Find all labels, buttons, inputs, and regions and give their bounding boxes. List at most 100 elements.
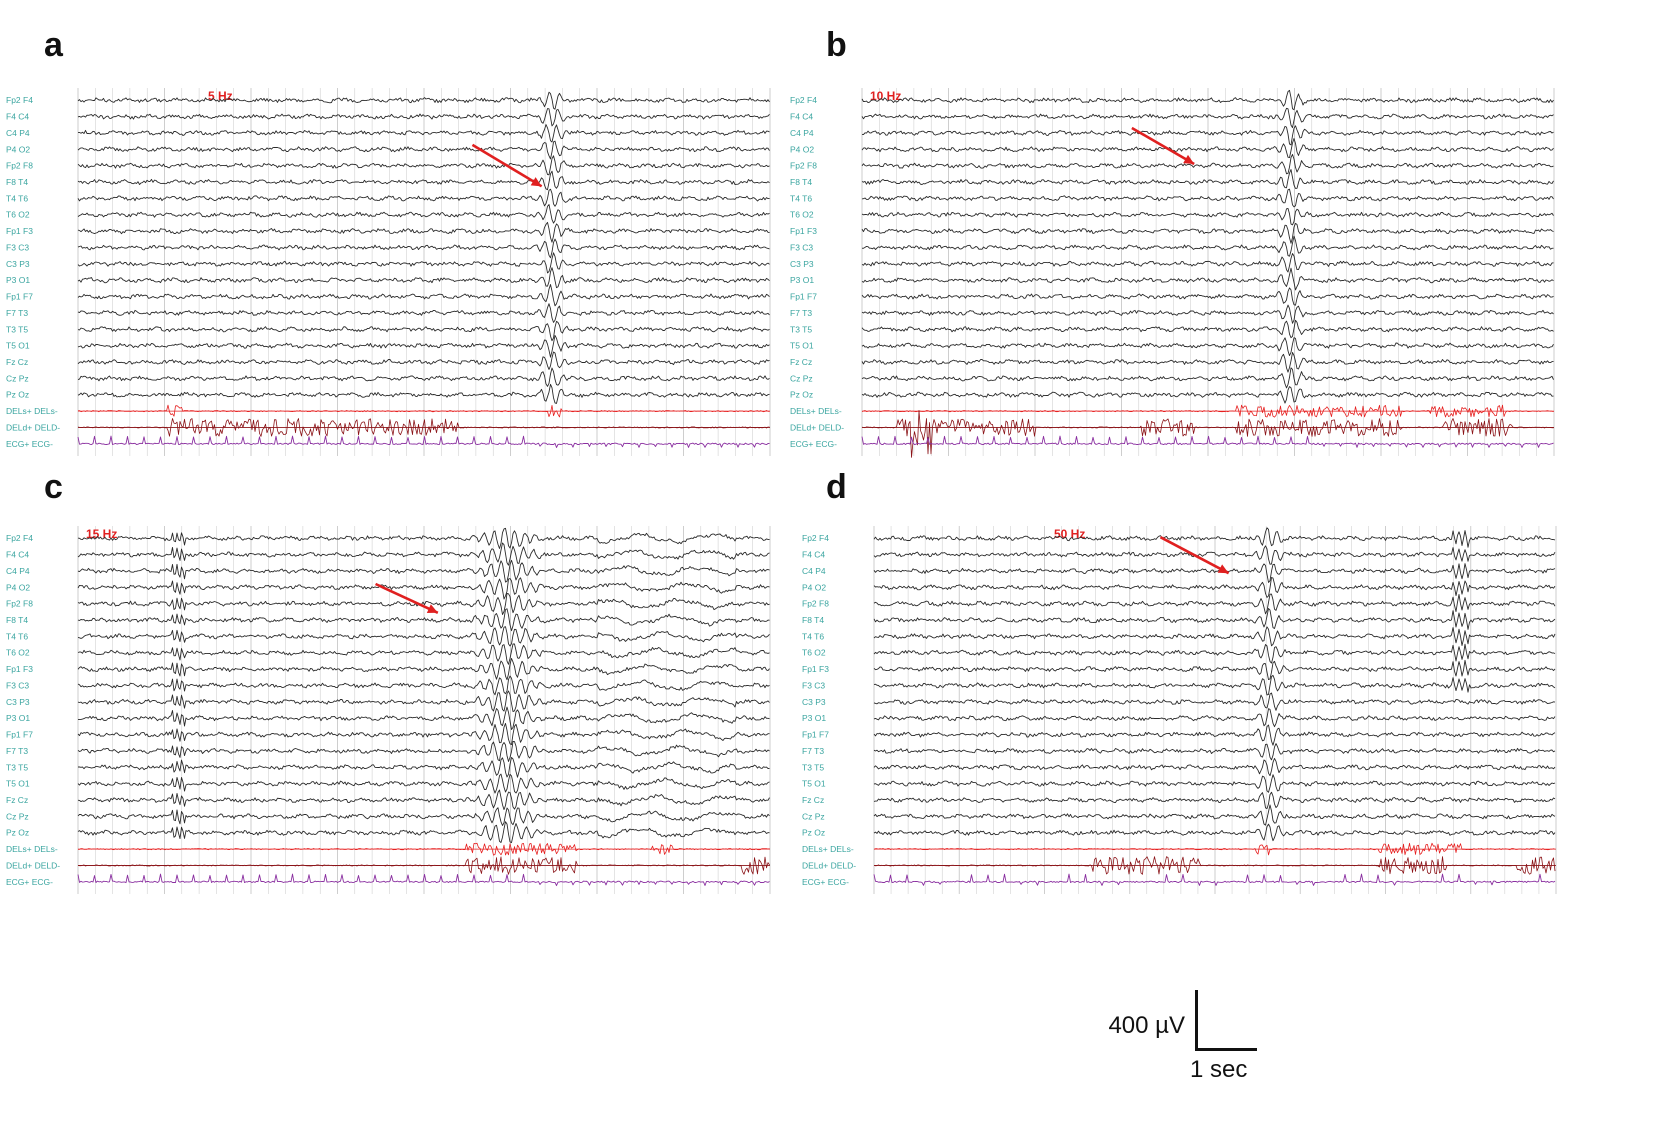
stim-frequency-label: 5 Hz <box>208 89 233 103</box>
eeg-trace <box>77 789 770 811</box>
channel-label: F7 T3 <box>6 746 28 756</box>
channel-label: DELs+ DELs- <box>802 844 854 854</box>
time-grid <box>861 88 1555 456</box>
eeg-trace <box>873 608 1556 630</box>
channel-label: C4 P4 <box>6 566 30 576</box>
channel-label: F3 C3 <box>6 680 29 690</box>
channel-label: Fz Cz <box>6 795 28 805</box>
eeg-trace <box>861 207 1554 226</box>
eeg-trace <box>861 107 1554 129</box>
eeg-trace <box>78 124 770 143</box>
eeg-trace <box>873 593 1556 615</box>
eeg-trace <box>873 692 1556 711</box>
eeg-trace <box>861 435 1554 448</box>
channel-label: Pz Oz <box>790 390 813 400</box>
eeg-trace <box>861 386 1554 404</box>
channel-label: Fp2 F4 <box>802 533 829 543</box>
channel-label: F8 T4 <box>6 615 28 625</box>
eeg-trace <box>77 284 770 307</box>
channel-label: Fp1 F7 <box>790 292 817 302</box>
channel-label: ECG+ ECG- <box>790 439 837 449</box>
eeg-trace <box>861 367 1554 389</box>
channel-label: ECG+ ECG- <box>6 439 53 449</box>
channel-label: DELd+ DELD- <box>802 860 856 870</box>
eeg-trace <box>873 842 1556 856</box>
eeg-trace <box>77 91 770 110</box>
channel-label: DELd+ DELD- <box>6 860 60 870</box>
channel-label: C3 P3 <box>802 697 826 707</box>
channel-label: Fz Cz <box>6 357 28 367</box>
eeg-trace <box>873 804 1556 826</box>
channel-label: Fp1 F7 <box>802 730 829 740</box>
eeg-trace <box>861 222 1554 244</box>
channel-label: F8 T4 <box>790 177 812 187</box>
channel-label: ECG+ ECG- <box>802 877 849 887</box>
channel-label: T5 O1 <box>790 341 814 351</box>
eeg-trace <box>77 527 770 549</box>
channel-label: DELs+ DELs- <box>790 406 842 416</box>
eeg-trace <box>873 873 1556 886</box>
eeg-trace <box>861 304 1554 324</box>
channel-label: P3 O1 <box>802 713 826 723</box>
channel-label: Fp2 F4 <box>6 533 33 543</box>
channel-label: F7 T3 <box>802 746 824 756</box>
channel-label: T4 T6 <box>6 193 28 203</box>
eeg-trace <box>861 319 1554 339</box>
channel-label: P4 O2 <box>802 582 826 592</box>
eeg-trace <box>77 108 770 127</box>
channel-label: T3 T5 <box>790 324 812 334</box>
eeg-trace <box>77 351 770 370</box>
channel-label: F4 C4 <box>790 112 813 122</box>
eeg-trace <box>77 334 770 358</box>
eeg-trace <box>873 791 1556 810</box>
channel-label: T3 T5 <box>802 762 824 772</box>
channel-label: ECG+ ECG- <box>6 877 53 887</box>
stim-frequency-label: 10 Hz <box>870 89 901 103</box>
eeg-trace <box>861 169 1554 189</box>
eeg-trace <box>77 643 770 665</box>
channel-label: Pz Oz <box>6 390 29 400</box>
panel-letter-b: b <box>826 26 847 64</box>
eeg-panel-b-svg: 10 Hz Fp2 F4 F4 C4 C4 P4 P4 O2 Fp2 F8 F8 T4 T4 … <box>790 88 1555 458</box>
channel-label: Fp1 F3 <box>802 664 829 674</box>
eeg-trace <box>873 823 1556 842</box>
eeg-trace <box>873 743 1556 761</box>
channel-label: F7 T3 <box>6 308 28 318</box>
eeg-trace <box>873 577 1556 598</box>
channel-label: Fp2 F8 <box>802 599 829 609</box>
event-arrow <box>375 582 439 614</box>
channel-label: P3 O1 <box>790 275 814 285</box>
event-arrow <box>471 143 543 188</box>
channel-label: T4 T6 <box>802 631 824 641</box>
eeg-trace <box>77 140 770 160</box>
eeg-trace <box>77 188 770 207</box>
eeg-trace <box>77 559 770 583</box>
eeg-trace <box>77 542 770 566</box>
eeg-trace <box>77 690 770 713</box>
channel-label: C4 P4 <box>802 566 826 576</box>
event-arrow <box>1131 126 1195 166</box>
eeg-trace <box>77 592 770 616</box>
channel-label: Fz Cz <box>802 795 824 805</box>
channel-label: C4 P4 <box>6 128 30 138</box>
channel-label: F3 C3 <box>790 242 813 252</box>
eeg-panel-a-svg: 5 Hz Fp2 F4 F4 C4 C4 P4 P4 O2 Fp2 F8 F8 T4 T4 T… <box>6 88 771 456</box>
event-arrow-head <box>530 177 542 187</box>
eeg-trace <box>77 773 770 794</box>
channel-label: P4 O2 <box>6 144 30 154</box>
eeg-trace <box>77 252 770 274</box>
eeg-trace <box>873 643 1556 664</box>
scale-voltage-label: 400 µV <box>1108 1012 1185 1039</box>
eeg-trace <box>77 821 770 844</box>
eeg-trace <box>861 404 1554 418</box>
channel-label: F3 C3 <box>6 242 29 252</box>
eeg-trace <box>77 577 770 600</box>
panel-letter-a: a <box>44 26 63 64</box>
eeg-trace <box>77 267 770 289</box>
channel-label: Cz Pz <box>6 373 29 383</box>
eeg-trace <box>78 757 770 778</box>
channel-label: Fp1 F3 <box>6 664 33 674</box>
eeg-trace <box>873 724 1556 746</box>
eeg-panel-c: 15 Hz Fp2 F4 F4 C4 C4 P4 P4 O2 Fp2 F8 F8 T4 T4 … <box>0 520 780 900</box>
